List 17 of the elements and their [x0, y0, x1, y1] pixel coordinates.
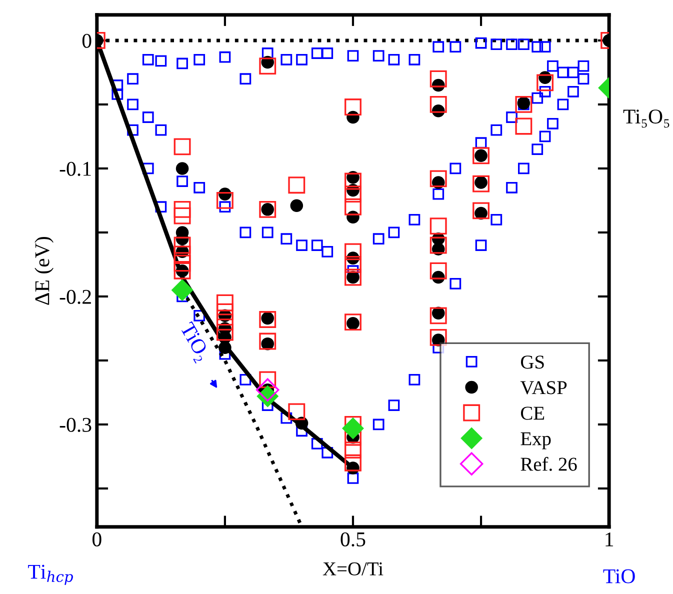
legend-label: CE	[520, 406, 544, 420]
x-tick-label: 1	[606, 532, 614, 546]
y-tick-label: -0.2	[60, 290, 91, 304]
annotation: Ti₅O₅	[623, 110, 670, 128]
y-tick-label: -0.1	[60, 162, 91, 176]
legend-label: Exp	[520, 432, 551, 450]
legend-label: GS	[520, 356, 544, 369]
x-tick-label: 0.5	[340, 532, 366, 546]
y-axis-title: ΔE (eV)	[34, 237, 54, 305]
text: TiO	[603, 569, 635, 584]
legend-label: VASP	[520, 381, 567, 394]
y-tick-label: -0.3	[60, 418, 92, 432]
text: Ti$_{hcp}$	[28, 564, 73, 585]
x-axis-title: X=O/Ti	[322, 562, 384, 576]
y-tick-label: 0	[82, 34, 92, 48]
x-tick-label: 0	[92, 532, 102, 546]
legend-label: Ref. 26	[520, 456, 577, 471]
